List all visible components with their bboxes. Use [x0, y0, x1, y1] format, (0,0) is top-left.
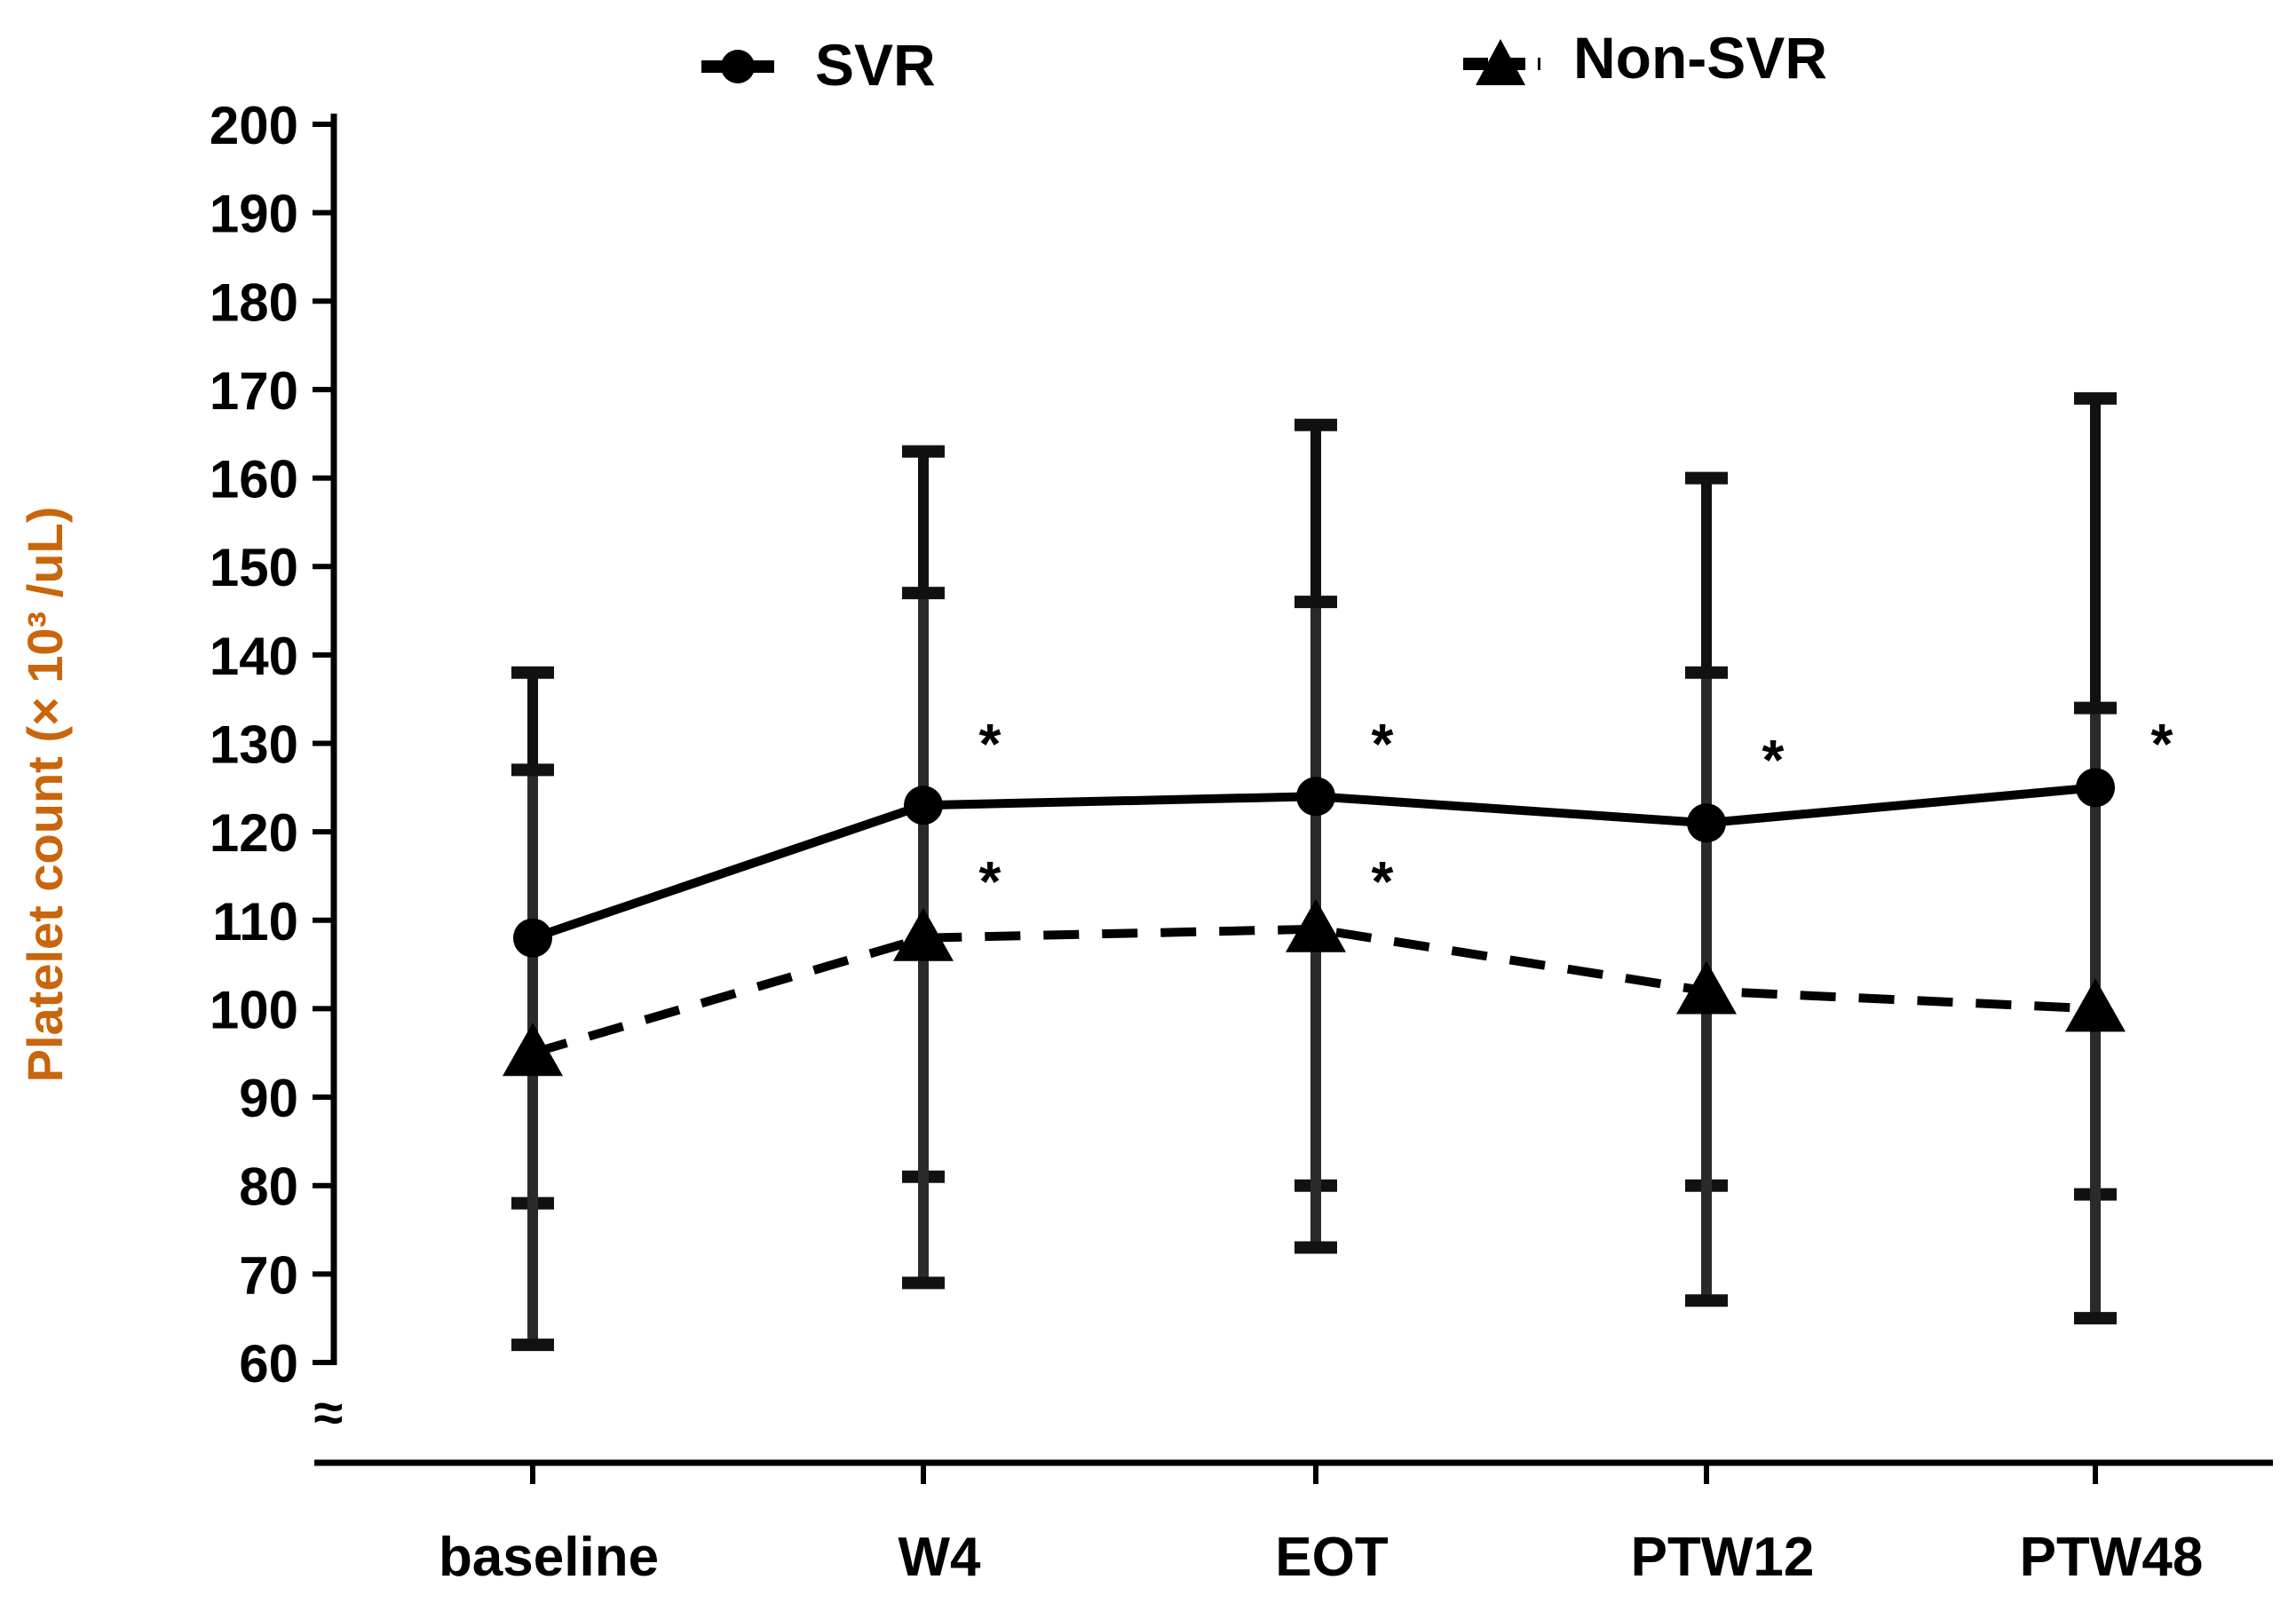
- x-tick-label: PTW48: [2020, 1527, 2204, 1588]
- legend-non-svr-label: Non-SVR: [1573, 25, 1827, 91]
- y-tick-label: 70: [239, 1245, 298, 1305]
- significance-asterisk: *: [979, 849, 1002, 913]
- significance-asterisk: *: [1372, 849, 1394, 913]
- x-ticks: baseline W4 EOT PTW12 PTW48: [439, 1463, 2203, 1588]
- x-tick-label: PTW12: [1631, 1527, 1815, 1588]
- marker-non-svr: [503, 1023, 563, 1077]
- y-tick-label: 120: [210, 803, 298, 863]
- error-bars: [511, 391, 2117, 1352]
- y-tick-label: 180: [210, 272, 298, 332]
- y-tick-label: 80: [239, 1157, 298, 1217]
- marker-svr: [1296, 777, 1335, 817]
- legend: SVR Non-SVR: [701, 25, 1827, 98]
- y-tick-label: 90: [239, 1069, 298, 1128]
- legend-item-svr: SVR: [701, 32, 936, 98]
- y-tick-label: 160: [210, 450, 298, 509]
- y-tick-label: 200: [210, 96, 298, 155]
- significance-asterisk: *: [1762, 728, 1785, 792]
- x-tick-label: baseline: [439, 1527, 659, 1588]
- significance-asterisk: *: [979, 712, 1002, 776]
- marker-svr: [513, 918, 552, 958]
- axis-break-symbol: ≈: [314, 1383, 344, 1442]
- legend-svr-marker: [721, 50, 755, 83]
- y-tick-label: 130: [210, 715, 298, 775]
- marker-non-svr: [1286, 898, 1346, 952]
- legend-non-svr-marker: [1476, 39, 1525, 85]
- x-tick-label: EOT: [1275, 1527, 1389, 1588]
- y-tick-label: 150: [210, 538, 298, 597]
- legend-svr-label: SVR: [815, 32, 936, 98]
- marker-svr: [904, 786, 943, 825]
- marker-non-svr: [1676, 960, 1737, 1015]
- marker-non-svr: [2065, 978, 2126, 1032]
- significance-marks: * * * * * *: [979, 712, 2173, 913]
- y-tick-label: 140: [210, 627, 298, 686]
- x-tick-label: W4: [899, 1527, 982, 1588]
- y-tick-label: 100: [210, 980, 298, 1039]
- y-tick-label: 110: [212, 892, 298, 952]
- marker-svr: [1687, 803, 1726, 843]
- significance-asterisk: *: [1372, 712, 1394, 776]
- y-tick-label: 170: [210, 361, 298, 421]
- significance-asterisk: *: [2151, 712, 2173, 776]
- series-markers: [503, 768, 2126, 1077]
- y-tick-label: 190: [210, 185, 298, 244]
- y-ticks: 200 190 180 170 160 150 140 130 120 110 100 90 80 70 6…: [210, 96, 334, 1394]
- y-axis-title: Platelet count (× 10³ /uL): [17, 507, 73, 1083]
- marker-non-svr: [893, 907, 954, 961]
- marker-svr: [2076, 768, 2115, 808]
- legend-item-non-svr: Non-SVR: [1463, 25, 1827, 91]
- y-tick-label: 60: [239, 1334, 298, 1394]
